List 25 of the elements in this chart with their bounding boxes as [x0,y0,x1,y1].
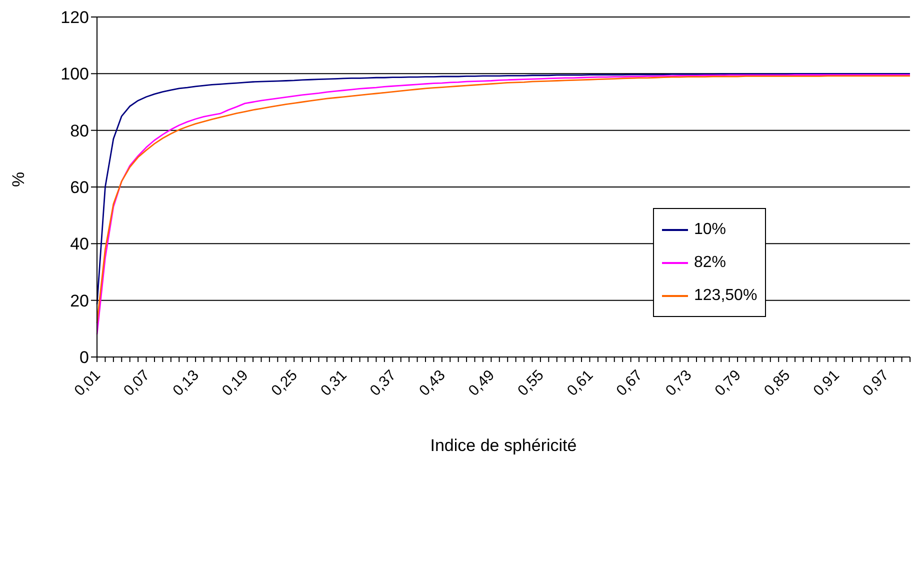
x-tick-label: 0,19 [218,366,252,400]
legend-label: 82% [694,254,726,272]
y-tick-label: 120 [60,8,89,28]
x-tick-label: 0,01 [71,366,104,400]
y-tick-label: 20 [70,291,89,310]
y-tick-label: 80 [70,121,89,140]
x-tick-label: 0,91 [810,366,843,400]
x-tick-label: 0,85 [760,366,794,400]
x-tick-label: 0,61 [564,366,597,400]
y-tick-label: 60 [70,178,89,198]
y-tick-label: 0 [80,348,89,368]
x-axis-title: Indice de sphéricité [430,436,577,455]
x-tick-label: 0,55 [514,366,548,400]
x-tick-label: 0,31 [318,366,350,400]
x-tick-label: 0,79 [712,366,744,400]
x-tick-label: 0,13 [170,366,202,400]
y-axis-title: % [9,172,28,187]
y-tick-label: 100 [60,64,89,84]
x-tick-label: 0,49 [465,366,498,400]
legend-label: 123,50% [694,286,758,304]
legend-label: 10% [694,220,726,238]
y-tick-label: 40 [70,234,89,254]
x-tick-label: 0,73 [662,366,696,400]
x-tick-label: 0,25 [268,366,301,400]
x-tick-label: 0,43 [416,366,449,400]
